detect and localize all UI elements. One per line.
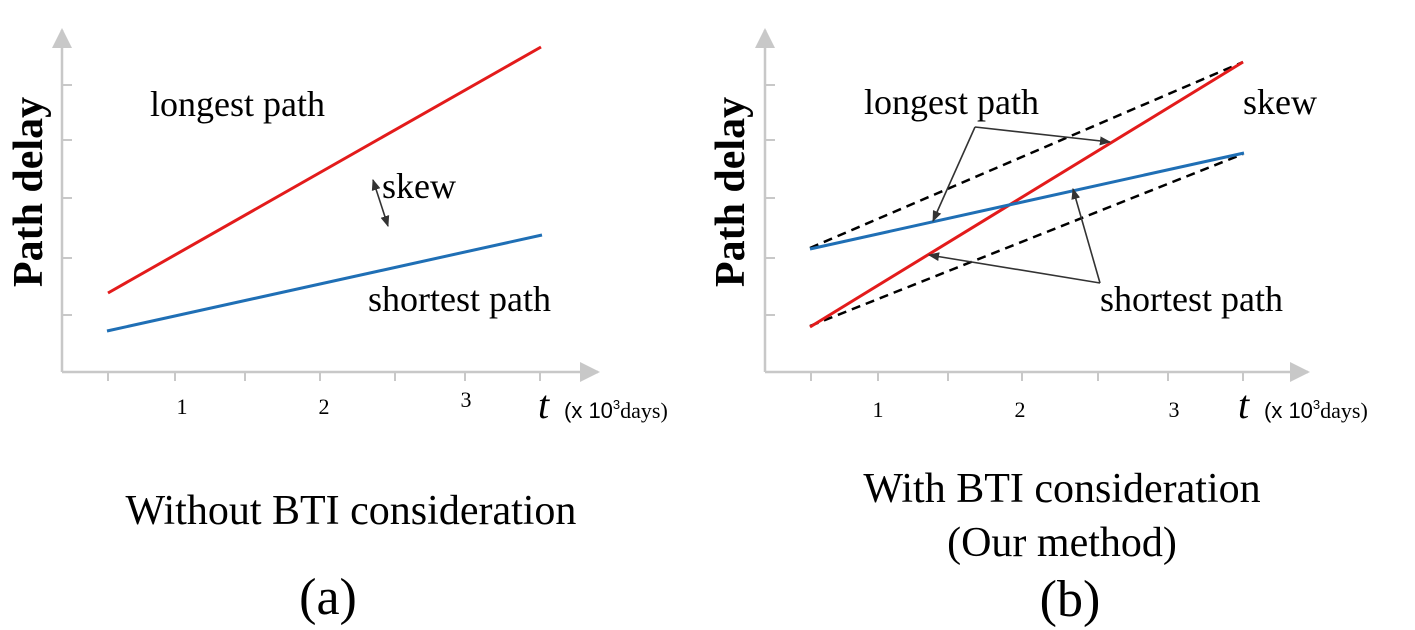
label-shortest-path: shortest path: [368, 279, 551, 319]
tick-label-3: 3: [1169, 397, 1180, 422]
tick-label-1: 1: [873, 397, 884, 422]
label-shortest-path: shortest path: [1100, 279, 1283, 319]
callout-longest-path-2: [932, 126, 976, 223]
shortest-path-reference-dashed: [809, 152, 1244, 328]
longest-path-reference-dashed: [809, 60, 1244, 250]
callout-shortest-path-2: [1071, 187, 1101, 284]
panel-label-a: (a): [299, 569, 357, 626]
skew-arrow: [371, 178, 390, 228]
tick-label-2: 2: [319, 394, 330, 419]
longest-path-line: [809, 60, 1244, 329]
label-skew: skew: [382, 166, 456, 206]
x-axis-variable: t: [538, 382, 550, 427]
panel-b: 1 2 3 Path delay t (x 103days) longest p…: [708, 28, 1368, 628]
tick-label-2: 2: [1015, 397, 1026, 422]
caption-a: Without BTI consideration: [126, 488, 577, 534]
panel-label-b: (b): [1040, 571, 1101, 628]
x-axis-variable: t: [1238, 382, 1250, 427]
y-axis-label: Path delay: [6, 97, 52, 287]
label-longest-path: longest path: [864, 82, 1039, 122]
x-ticks: [810, 372, 1244, 381]
tick-label-3: 3: [461, 387, 472, 412]
tick-label-1: 1: [177, 394, 188, 419]
shortest-path-line: [106, 233, 543, 333]
y-ticks: [765, 84, 775, 316]
x-axis-unit: (x 103days): [564, 397, 668, 423]
panel-a: 1 2 3 Path delay t (x 103days) longest p…: [6, 28, 668, 626]
label-longest-path: longest path: [150, 84, 325, 124]
label-skew: skew: [1243, 82, 1317, 122]
callout-longest-path: [974, 126, 1112, 146]
callout-shortest-path: [927, 252, 1101, 284]
x-axis-unit: (x 103days): [1264, 397, 1368, 423]
shortest-path-line: [809, 151, 1245, 251]
caption-b-line2: (Our method): [947, 520, 1177, 566]
caption-b-line1: With BTI consideration: [863, 466, 1260, 512]
y-axis-label: Path delay: [708, 97, 754, 287]
longest-path-line: [107, 45, 542, 295]
x-ticks: [107, 372, 541, 381]
y-ticks: [62, 84, 72, 316]
